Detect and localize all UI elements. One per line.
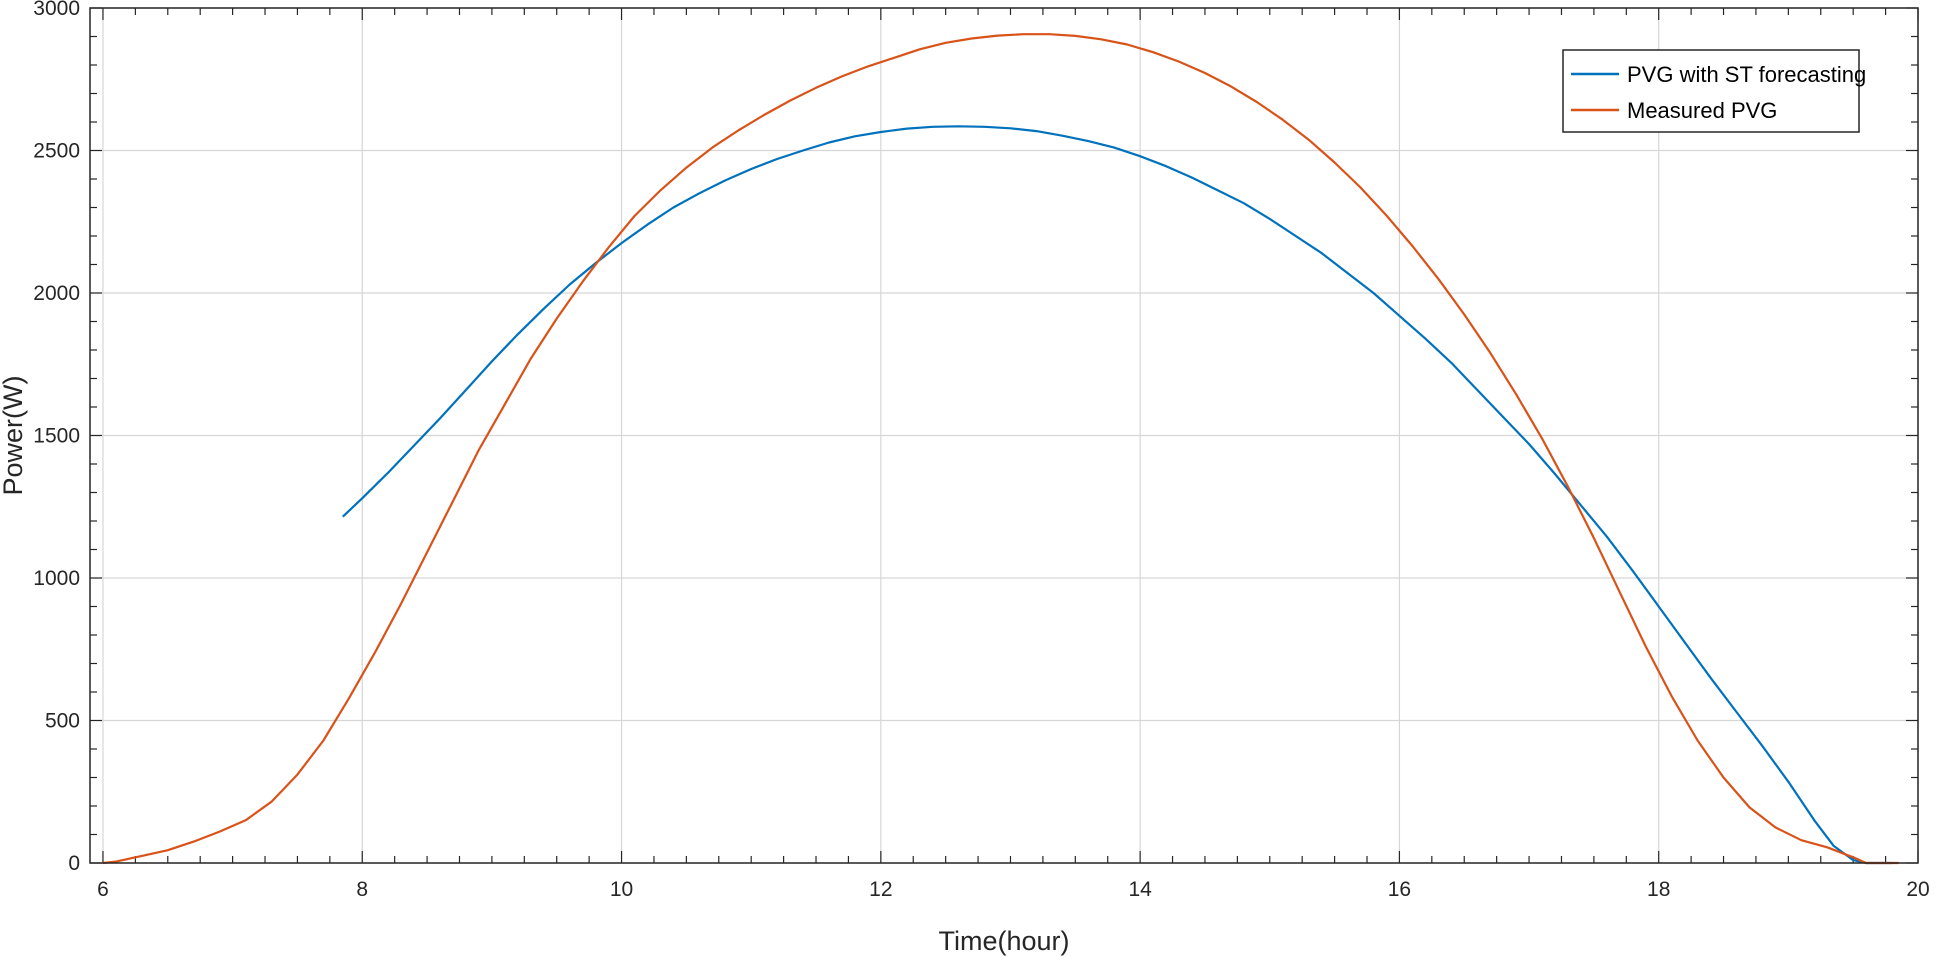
x-tick-label: 18: [1647, 878, 1670, 901]
x-tick-label: 20: [1906, 878, 1929, 901]
legend-label-measured: Measured PVG: [1627, 98, 1777, 123]
x-tick-labels: 6 8 10 12 14 16 18 20: [97, 878, 1930, 901]
legend-label-forecast: PVG with ST forecasting: [1627, 62, 1866, 87]
x-tick-label: 6: [97, 878, 109, 901]
series-lines: [102, 33, 1899, 865]
y-tick-label: 500: [45, 710, 80, 733]
y-tick-label: 2000: [33, 282, 80, 305]
y-tick-labels: 0 500 1000 1500 2000 2500 3000: [33, 0, 80, 875]
x-axis-label: Time(hour): [938, 926, 1069, 956]
x-tick-label: 16: [1388, 878, 1411, 901]
legend: PVG with ST forecasting Measured PVG: [1562, 49, 1866, 133]
x-tick-label: 14: [1128, 878, 1152, 901]
y-tick-label: 2500: [33, 140, 80, 163]
x-tick-label: 10: [610, 878, 633, 901]
minor-ticks: [90, 7, 1919, 864]
y-tick-label: 3000: [33, 0, 80, 20]
y-axis-label: Power(W): [0, 376, 28, 496]
x-tick-label: 8: [356, 878, 368, 901]
grid: [90, 7, 1919, 864]
legend-box: [1562, 49, 1860, 133]
x-tick-label: 12: [869, 878, 892, 901]
y-tick-label: 1000: [33, 567, 80, 590]
y-tick-label: 1500: [33, 425, 80, 448]
y-tick-label: 0: [68, 852, 80, 875]
axes-box: [89, 7, 1919, 864]
series-line-measured: [102, 33, 1899, 865]
series-line-forecast: [342, 125, 1893, 865]
